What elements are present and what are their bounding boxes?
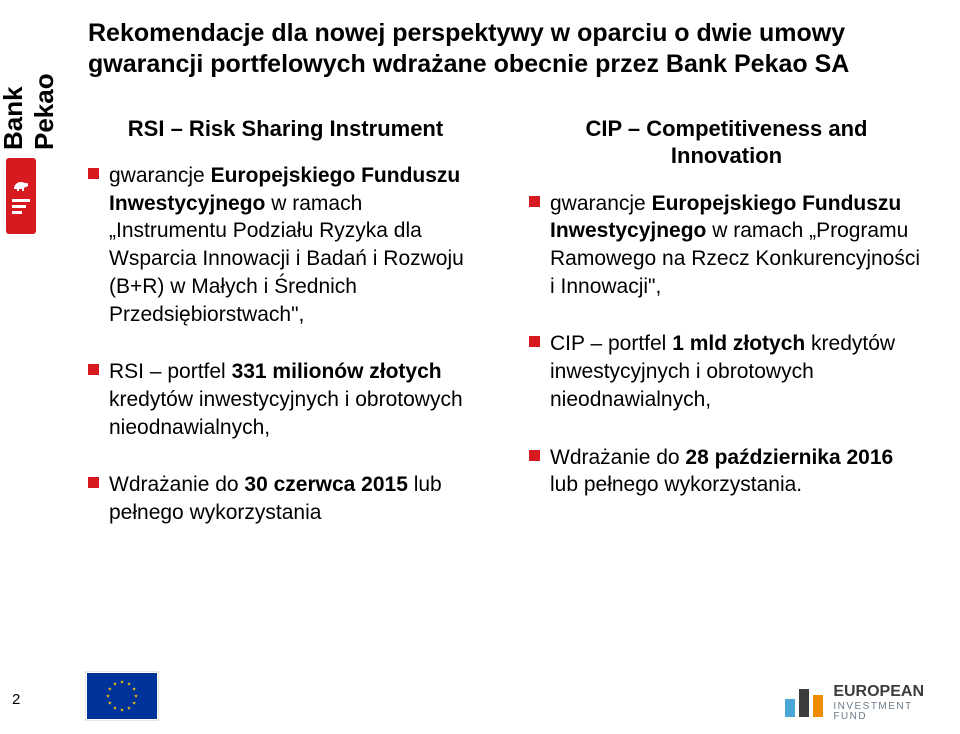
eif-line1: EUROPEAN (833, 684, 924, 700)
bullet-text: gwarancje Europejskiego Funduszu Inwesty… (550, 190, 924, 301)
bullet-text: RSI – portfel 331 milionów złotych kredy… (109, 358, 483, 441)
bullet-text: Wdrażanie do 30 czerwca 2015 lub pełnego… (109, 471, 483, 526)
eif-line3: FUND (833, 712, 924, 722)
eu-flag-icon (86, 672, 158, 720)
slide-content: Rekomendacje dla nowej perspektywy w opa… (52, 0, 960, 734)
bullet-icon (529, 450, 540, 461)
bullet-text: CIP – portfel 1 mld złotych kredytów inw… (550, 330, 924, 413)
right-bullet-1: gwarancje Europejskiego Funduszu Inwesty… (529, 190, 924, 301)
left-column: RSI – Risk Sharing Instrument gwarancje … (88, 115, 483, 557)
bullet-icon (529, 336, 540, 347)
page-number: 2 (12, 691, 20, 708)
bank-pekao-logo-text: Bank Pekao (0, 73, 60, 150)
left-bullet-2: RSI – portfel 331 milionów złotych kredy… (88, 358, 483, 441)
right-heading: CIP – Competitiveness and Innovation (529, 115, 924, 170)
bank-pekao-logo-icon (6, 158, 36, 234)
bullet-icon (88, 477, 99, 488)
bison-icon (12, 179, 30, 193)
right-bullet-2: CIP – portfel 1 mld złotych kredytów inw… (529, 330, 924, 413)
bullet-icon (529, 196, 540, 207)
slide-title: Rekomendacje dla nowej perspektywy w opa… (88, 18, 924, 81)
left-bullet-3: Wdrażanie do 30 czerwca 2015 lub pełnego… (88, 471, 483, 526)
footer-logos: EUROPEAN INVESTMENT FUND (785, 684, 924, 722)
eif-logo: EUROPEAN INVESTMENT FUND (785, 684, 924, 722)
bullet-text: gwarancje Europejskiego Funduszu Inwesty… (109, 162, 483, 328)
right-column: CIP – Competitiveness and Innovation gwa… (529, 115, 924, 557)
bank-pekao-logo: Bank Pekao (0, 0, 44, 244)
bullet-icon (88, 364, 99, 375)
bullet-text: Wdrażanie do 28 października 2016 lub pe… (550, 444, 924, 499)
left-heading: RSI – Risk Sharing Instrument (88, 115, 483, 143)
left-bullet-1: gwarancje Europejskiego Funduszu Inwesty… (88, 162, 483, 328)
eif-bars-icon (785, 689, 823, 717)
bullet-icon (88, 168, 99, 179)
columns-container: RSI – Risk Sharing Instrument gwarancje … (88, 115, 924, 557)
eif-text: EUROPEAN INVESTMENT FUND (833, 684, 924, 722)
right-bullet-3: Wdrażanie do 28 października 2016 lub pe… (529, 444, 924, 499)
